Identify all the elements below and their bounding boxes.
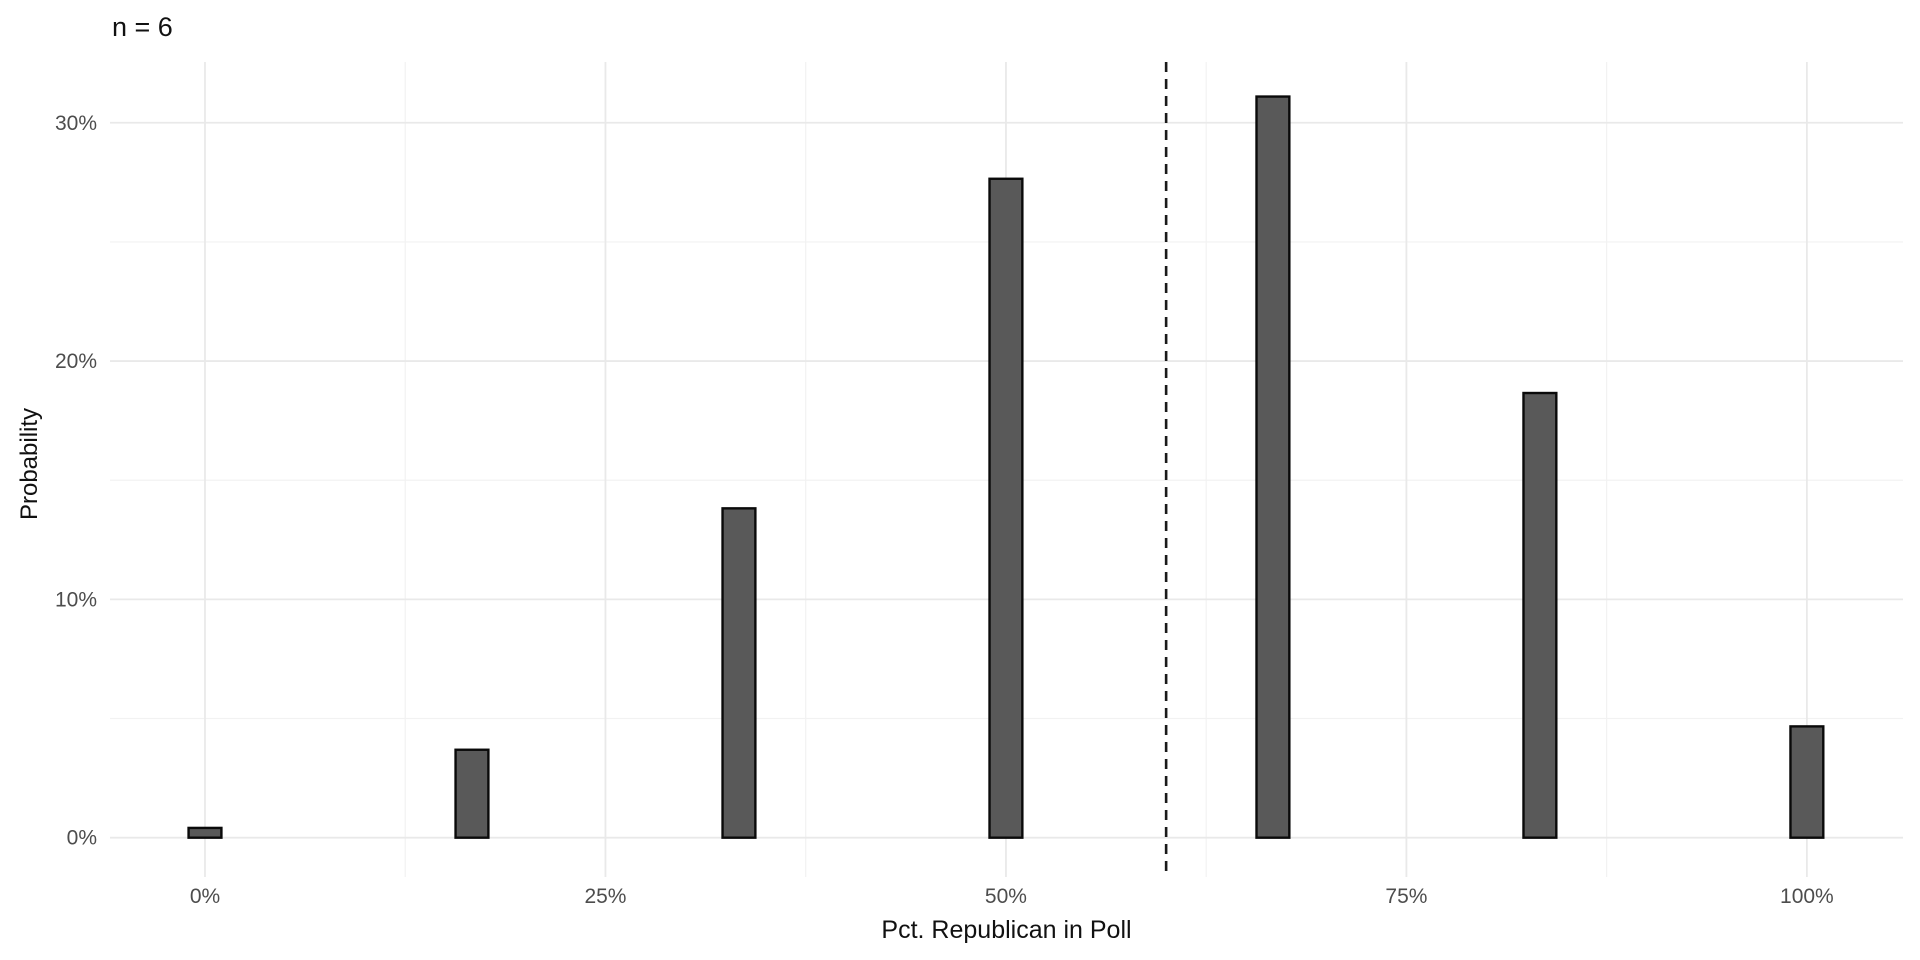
bar xyxy=(988,177,1024,839)
x-tick-label: 75% xyxy=(1385,885,1427,908)
x-tick-label: 25% xyxy=(584,885,626,908)
bar xyxy=(454,748,490,839)
y-axis-title: Probability xyxy=(16,407,43,521)
x-tick-label: 50% xyxy=(985,885,1027,908)
x-axis-title: Pct. Republican in Poll xyxy=(881,916,1132,944)
plot-title: n = 6 xyxy=(112,12,173,42)
bar xyxy=(721,507,757,839)
bar xyxy=(1789,725,1825,839)
y-tick-label: 20% xyxy=(55,350,97,373)
bar xyxy=(1255,95,1291,839)
x-tick-label: 100% xyxy=(1780,885,1834,908)
x-tick-label: 0% xyxy=(190,885,220,908)
bar xyxy=(1522,391,1558,839)
y-tick-label: 0% xyxy=(67,827,97,850)
bar xyxy=(187,826,223,839)
y-tick-label: 10% xyxy=(55,588,97,611)
y-tick-label: 30% xyxy=(55,112,97,135)
